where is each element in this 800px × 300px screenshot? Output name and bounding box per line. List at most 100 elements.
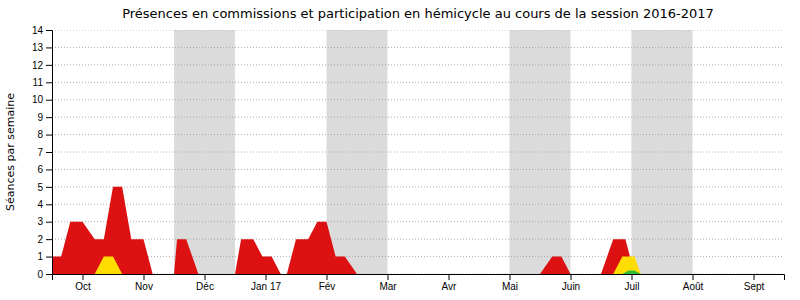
- y-axis-line: [46, 31, 53, 275]
- area: [52, 187, 754, 274]
- y-tick: 10: [32, 94, 52, 105]
- y-tick: 8: [37, 129, 52, 140]
- y-tick-mark: [46, 204, 52, 205]
- grid-line: [52, 134, 784, 135]
- grid-line: [52, 221, 784, 222]
- x-tick-label: Déc: [196, 281, 214, 292]
- y-tick-mark: [46, 100, 52, 101]
- y-tick-mark: [46, 82, 52, 83]
- y-label: Séances par semaine: [4, 93, 17, 211]
- grid-line: [52, 204, 784, 205]
- x-tick: Déc: [196, 274, 214, 292]
- x-tick: Juil: [624, 274, 639, 292]
- y-tick-mark: [46, 257, 52, 258]
- y-tick-label: 3: [37, 216, 43, 227]
- y-tick-mark: [46, 222, 52, 223]
- y-tick-label: 12: [32, 60, 44, 71]
- y-tick-label: 1: [37, 251, 43, 262]
- x-tick-mark: [83, 274, 84, 280]
- grid-line: [52, 169, 784, 170]
- y-tick-label: 7: [37, 147, 43, 158]
- plot: OctNovDécJan 17FévMarAvrMaiJuinJuilAoûtS…: [32, 25, 785, 292]
- x-tick-mark: [693, 274, 694, 280]
- x-tick-label: Jan 17: [251, 281, 281, 292]
- x-tick-mark: [449, 274, 450, 280]
- y-tick-mark: [46, 152, 52, 153]
- y-tick-label: 5: [37, 182, 43, 193]
- y-tick-label: 2: [37, 234, 43, 245]
- area: [95, 257, 641, 274]
- x-tick-mark: [510, 274, 511, 280]
- y-tick-mark: [46, 30, 52, 31]
- y-tick-label: 14: [32, 25, 44, 36]
- y-tick-mark: [46, 47, 52, 48]
- y-tick-mark: [46, 135, 52, 136]
- y-tick: 2: [37, 234, 52, 245]
- y-tick-label: 4: [37, 199, 43, 210]
- x-tick: Mai: [502, 274, 518, 292]
- grid-line: [52, 186, 784, 187]
- y-tick-mark: [46, 169, 52, 170]
- grid-line: [52, 117, 784, 118]
- y-tick: 12: [32, 60, 52, 71]
- y-tick: 7: [37, 147, 52, 158]
- x-axis-line: [53, 275, 785, 281]
- y-tick-mark: [46, 187, 52, 188]
- y-tick-mark: [46, 239, 52, 240]
- y-tick: 1: [37, 251, 52, 262]
- x-tick-label: Juin: [562, 281, 580, 292]
- y-tick: 6: [37, 164, 52, 175]
- band: [327, 30, 388, 274]
- x-tick-mark: [632, 274, 633, 280]
- x-tick-mark: [266, 274, 267, 280]
- x-tick-label: Avr: [442, 281, 457, 292]
- x-tick-mark: [388, 274, 389, 280]
- x-tick-mark: [205, 274, 206, 280]
- grid-line: [52, 239, 784, 240]
- y-tick-mark: [46, 274, 52, 275]
- y-tick: 11: [33, 77, 52, 88]
- y-tick-label: 11: [33, 77, 44, 88]
- x-tick: Fév: [319, 274, 336, 292]
- grid-line: [52, 82, 784, 83]
- grid-line: [52, 30, 784, 31]
- x-axis: OctNovDécJan 17FévMarAvrMaiJuinJuilAoûtS…: [53, 274, 785, 292]
- grid-line: [52, 256, 784, 257]
- y-tick: 5: [37, 182, 52, 193]
- x-tick-label: Mai: [502, 281, 518, 292]
- x-tick-mark: [571, 274, 572, 280]
- chart: OctNovDécJan 17FévMarAvrMaiJuinJuilAoûtS…: [0, 0, 800, 300]
- x-tick: Jan 17: [251, 274, 281, 292]
- title: Présences en commissions et participatio…: [122, 6, 714, 21]
- x-tick: Nov: [135, 274, 153, 292]
- y-tick-mark: [46, 65, 52, 66]
- x-tick: Avr: [442, 274, 457, 292]
- grid-line: [52, 47, 784, 48]
- x-tick-mark: [327, 274, 328, 280]
- y-tick-label: 0: [37, 269, 43, 280]
- y-tick: 13: [32, 42, 52, 53]
- y-tick-label: 6: [37, 164, 43, 175]
- y-tick: 0: [37, 269, 52, 280]
- x-tick-label: Oct: [75, 281, 91, 292]
- band: [510, 30, 571, 274]
- area: [622, 271, 640, 274]
- x-tick: Juin: [562, 274, 580, 292]
- y-tick: 3: [37, 216, 52, 227]
- x-tick-label: Juil: [624, 281, 639, 292]
- grid-line: [52, 152, 784, 153]
- x-tick-mark: [754, 274, 755, 280]
- band: [174, 30, 235, 274]
- y-tick: 14: [32, 25, 52, 36]
- x-tick: Mar: [379, 274, 397, 292]
- y-tick-label: 9: [37, 112, 43, 123]
- x-tick: Sept: [744, 274, 765, 292]
- y-tick: 4: [37, 199, 52, 210]
- y-tick-label: 13: [32, 42, 44, 53]
- y-tick-label: 10: [32, 94, 44, 105]
- y-tick-mark: [46, 117, 52, 118]
- grid-line: [52, 64, 784, 65]
- y-tick: 9: [37, 112, 52, 123]
- grid-line: [52, 99, 784, 100]
- x-tick-label: Mar: [379, 281, 397, 292]
